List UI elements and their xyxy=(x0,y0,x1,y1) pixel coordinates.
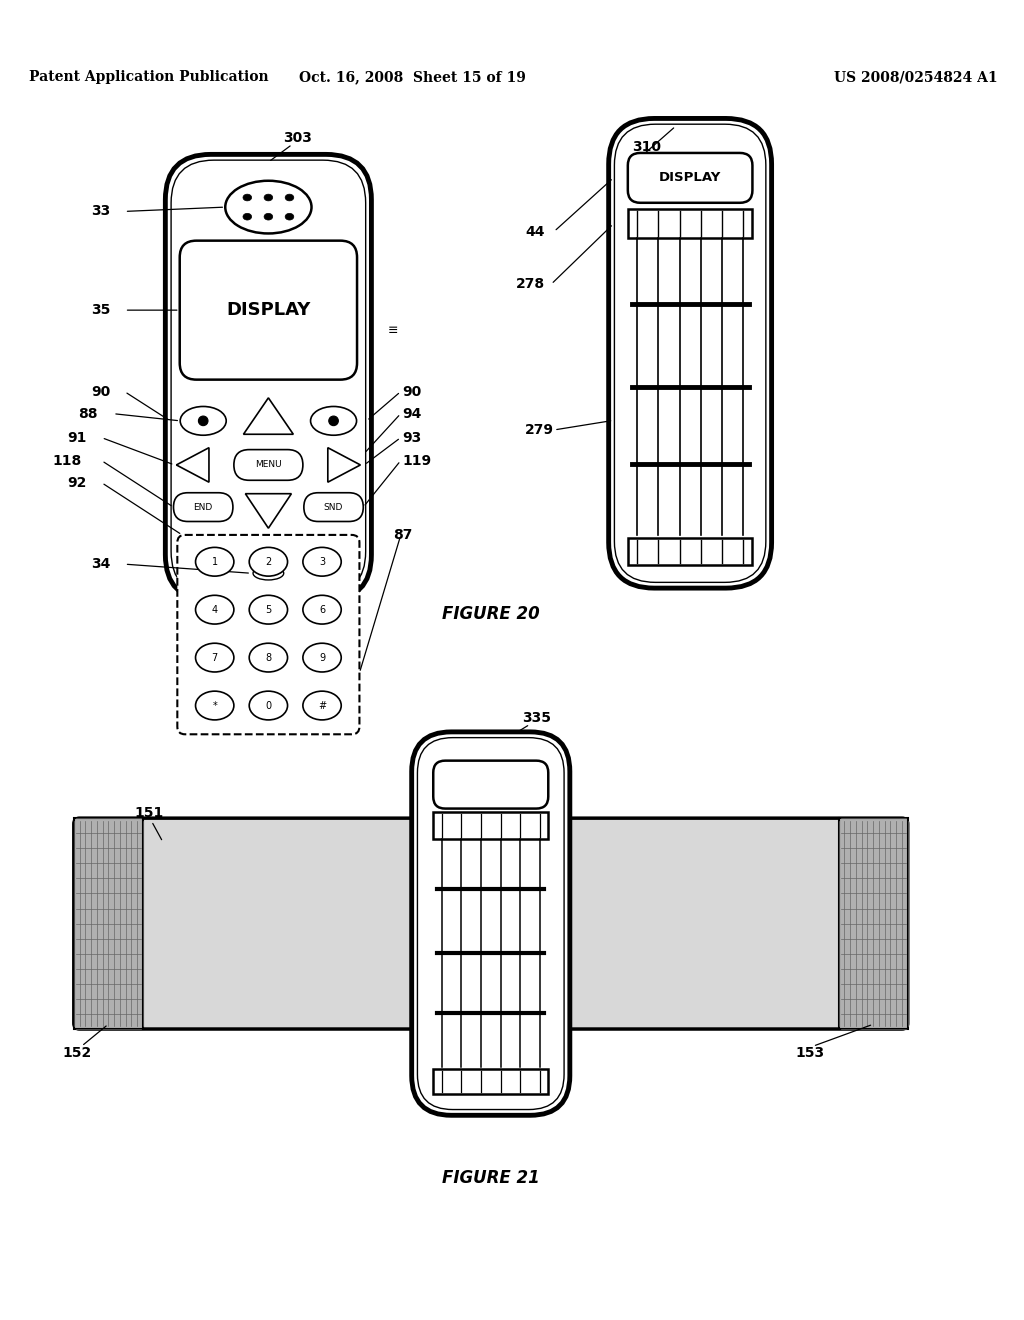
Text: 8: 8 xyxy=(265,652,271,663)
Text: 1: 1 xyxy=(212,557,218,566)
Text: SND: SND xyxy=(324,503,343,512)
Text: 44: 44 xyxy=(525,224,545,239)
Text: 151: 151 xyxy=(134,807,164,820)
Text: 5: 5 xyxy=(265,605,271,615)
Polygon shape xyxy=(328,447,360,482)
Ellipse shape xyxy=(196,643,233,672)
FancyBboxPatch shape xyxy=(614,124,766,582)
Ellipse shape xyxy=(249,548,288,576)
Text: FIGURE 20: FIGURE 20 xyxy=(442,605,540,623)
Text: 279: 279 xyxy=(525,422,554,437)
Bar xyxy=(628,210,753,238)
Text: FIGURE 21: FIGURE 21 xyxy=(442,1168,540,1187)
Ellipse shape xyxy=(303,643,341,672)
Text: 7: 7 xyxy=(212,652,218,663)
Text: 92: 92 xyxy=(68,475,86,490)
Text: 90: 90 xyxy=(402,384,422,399)
FancyBboxPatch shape xyxy=(412,731,569,1115)
FancyBboxPatch shape xyxy=(233,450,303,480)
Text: 33: 33 xyxy=(91,205,111,218)
Ellipse shape xyxy=(329,416,338,425)
FancyBboxPatch shape xyxy=(173,492,232,521)
Ellipse shape xyxy=(243,214,252,220)
FancyBboxPatch shape xyxy=(177,535,359,734)
Ellipse shape xyxy=(196,692,233,719)
FancyBboxPatch shape xyxy=(180,240,357,380)
Text: 153: 153 xyxy=(796,1045,824,1060)
Text: #: # xyxy=(318,701,326,710)
Bar xyxy=(839,818,907,1030)
Ellipse shape xyxy=(285,214,294,220)
Text: 3: 3 xyxy=(319,557,326,566)
Text: 90: 90 xyxy=(91,384,111,399)
Text: 0: 0 xyxy=(265,701,271,710)
Ellipse shape xyxy=(249,643,288,672)
Ellipse shape xyxy=(253,566,284,579)
Bar xyxy=(433,812,548,840)
Text: 118: 118 xyxy=(52,454,82,467)
Ellipse shape xyxy=(225,181,311,234)
Text: Patent Application Publication: Patent Application Publication xyxy=(29,70,268,84)
Text: 310: 310 xyxy=(633,140,662,154)
Ellipse shape xyxy=(303,595,341,624)
Polygon shape xyxy=(176,447,209,482)
Text: MENU: MENU xyxy=(255,461,282,470)
Text: 152: 152 xyxy=(62,1045,91,1060)
Text: END: END xyxy=(194,503,213,512)
Ellipse shape xyxy=(303,692,341,719)
Text: 119: 119 xyxy=(402,454,432,467)
Polygon shape xyxy=(244,397,293,434)
Text: 93: 93 xyxy=(402,430,422,445)
Ellipse shape xyxy=(310,407,356,436)
Ellipse shape xyxy=(264,214,272,220)
Text: *: * xyxy=(212,701,217,710)
FancyBboxPatch shape xyxy=(608,119,772,589)
FancyBboxPatch shape xyxy=(74,818,907,1030)
Text: 303: 303 xyxy=(283,131,311,145)
Ellipse shape xyxy=(243,194,252,201)
Text: 9: 9 xyxy=(319,652,326,663)
FancyBboxPatch shape xyxy=(304,492,364,521)
Ellipse shape xyxy=(249,692,288,719)
Text: 34: 34 xyxy=(91,557,111,572)
FancyBboxPatch shape xyxy=(628,153,753,203)
Ellipse shape xyxy=(249,595,288,624)
Bar xyxy=(628,539,753,565)
Bar xyxy=(433,1069,548,1094)
FancyBboxPatch shape xyxy=(165,154,372,601)
Ellipse shape xyxy=(196,548,233,576)
Text: 87: 87 xyxy=(393,528,413,543)
Ellipse shape xyxy=(180,407,226,436)
Text: 35: 35 xyxy=(91,304,111,317)
Text: 2: 2 xyxy=(265,557,271,566)
FancyBboxPatch shape xyxy=(418,738,564,1110)
Text: 91: 91 xyxy=(68,430,86,445)
Ellipse shape xyxy=(264,194,272,201)
Text: DISPLAY: DISPLAY xyxy=(658,172,721,185)
Text: 88: 88 xyxy=(79,407,98,421)
Ellipse shape xyxy=(285,194,294,201)
Ellipse shape xyxy=(199,416,208,425)
Text: 4: 4 xyxy=(212,605,218,615)
Text: 278: 278 xyxy=(516,277,545,292)
Text: 335: 335 xyxy=(522,710,551,725)
Polygon shape xyxy=(246,494,292,528)
Ellipse shape xyxy=(196,595,233,624)
Text: Oct. 16, 2008  Sheet 15 of 19: Oct. 16, 2008 Sheet 15 of 19 xyxy=(299,70,525,84)
Text: 94: 94 xyxy=(402,407,422,421)
Bar xyxy=(74,818,142,1030)
FancyBboxPatch shape xyxy=(171,160,366,594)
FancyBboxPatch shape xyxy=(433,760,548,809)
Text: US 2008/0254824 A1: US 2008/0254824 A1 xyxy=(834,70,997,84)
Ellipse shape xyxy=(303,548,341,576)
Text: DISPLAY: DISPLAY xyxy=(226,301,310,319)
Text: ≡: ≡ xyxy=(388,323,398,337)
Text: 6: 6 xyxy=(319,605,326,615)
